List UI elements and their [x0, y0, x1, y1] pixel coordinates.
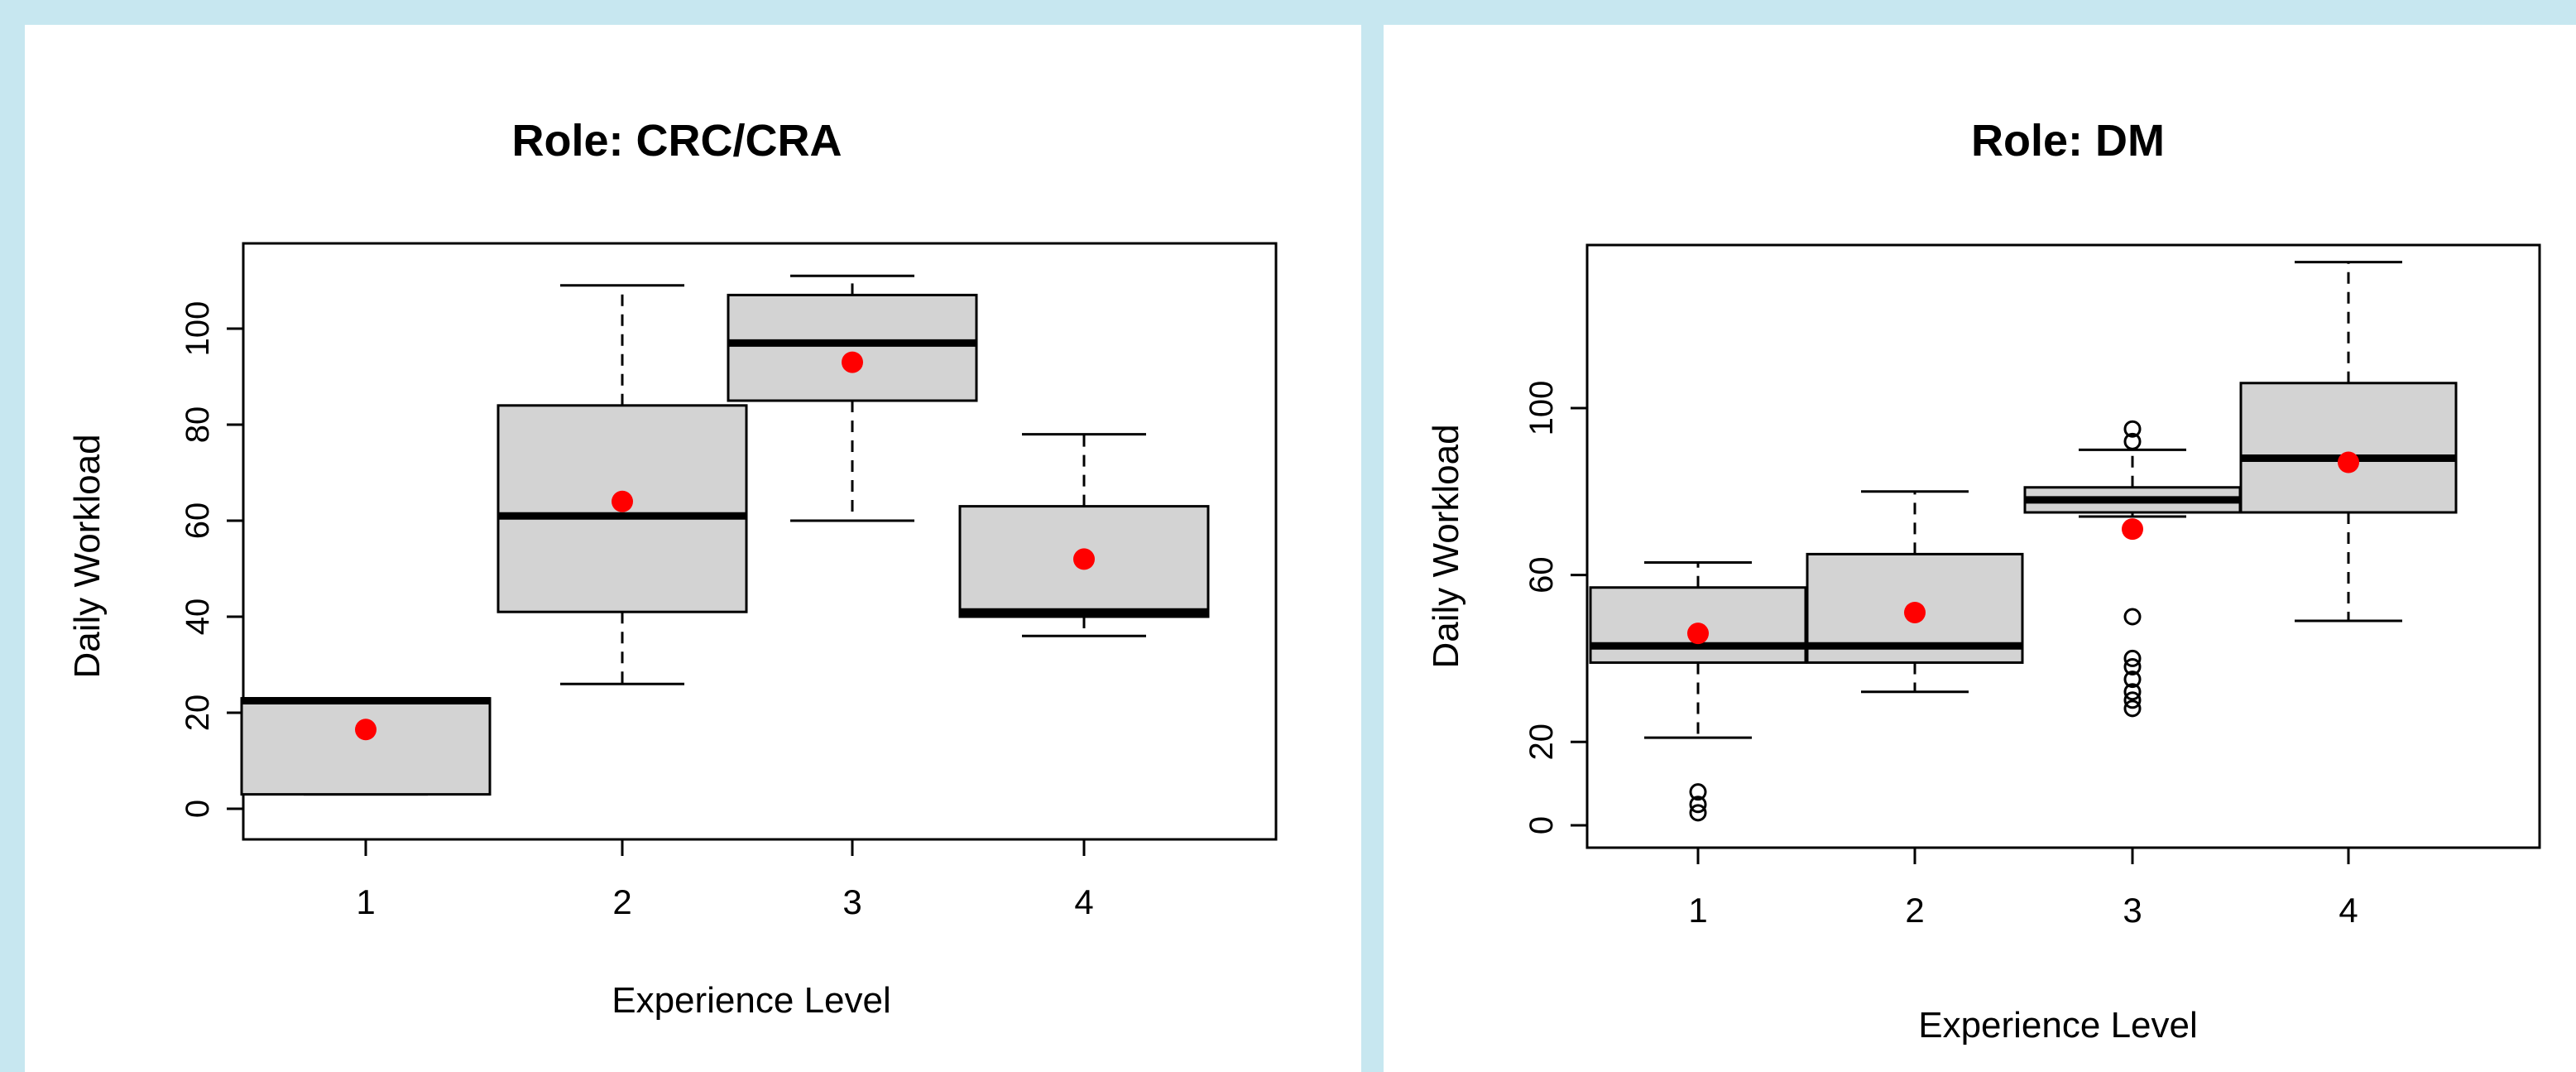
x-tick-label: 4: [2339, 891, 2358, 930]
y-tick-label: 60: [1523, 556, 1560, 594]
y-axis-label: Daily Workload: [67, 434, 108, 678]
y-tick-label: 0: [180, 800, 216, 818]
y-tick-label: 0: [1523, 816, 1560, 834]
outlier-point: [2123, 420, 2142, 438]
box: [727, 293, 978, 402]
y-axis-label: Daily Workload: [1426, 424, 1466, 668]
x-axis-label: Experience Level: [612, 980, 891, 1021]
y-tick-label: 60: [180, 502, 216, 540]
mean-point: [355, 719, 377, 741]
plot-frame: [1585, 243, 2541, 849]
outlier-point: [2123, 657, 2142, 675]
outlier-point: [2123, 691, 2142, 709]
mean-point: [612, 490, 633, 512]
outlier-point: [1689, 804, 1707, 822]
chart-panel-crc-cra: Role: CRC/CRA Daily Workload Experience …: [25, 25, 1361, 1072]
mean-point: [1687, 623, 1709, 645]
outlier-point: [2123, 432, 2142, 450]
y-tick-label: 100: [180, 301, 216, 357]
boxplot-crc-cra: Role: CRC/CRA Daily Workload Experience …: [67, 116, 1278, 1021]
box: [240, 697, 492, 796]
outlier-point: [2123, 608, 2142, 626]
chart-title: Role: DM: [1971, 116, 2165, 166]
mean-point: [1904, 601, 1926, 623]
plot-frame: [242, 242, 1278, 841]
y-tick-label: 80: [180, 406, 216, 444]
x-tick-label: 1: [1688, 891, 1707, 930]
y-tick-label: 20: [1523, 723, 1560, 761]
box: [2239, 382, 2458, 514]
outlier-point: [2123, 649, 2142, 667]
chart-panel-dm: Role: DM Daily Workload Experience Level…: [1384, 25, 2576, 1072]
y-tick-label: 100: [1523, 381, 1560, 436]
x-tick-label: 2: [1905, 891, 1924, 930]
mean-point: [2122, 518, 2143, 541]
boxplot-dm: Role: DM Daily Workload Experience Level…: [1426, 116, 2541, 1046]
mean-point: [1073, 548, 1095, 570]
mean-point: [2338, 451, 2359, 474]
x-tick-label: 1: [356, 882, 375, 921]
outlier-point: [2123, 683, 2142, 701]
y-tick-label: 20: [180, 695, 216, 732]
y-tick-label: 40: [180, 598, 216, 636]
chart-title: Role: CRC/CRA: [512, 116, 842, 166]
outlier-point: [2123, 699, 2142, 718]
x-tick-label: 4: [1074, 882, 1093, 921]
x-tick-label: 2: [612, 882, 631, 921]
outlier-point: [1689, 783, 1707, 801]
outlier-point: [1689, 796, 1707, 814]
mean-point: [842, 351, 863, 373]
x-tick-label: 3: [842, 882, 861, 921]
x-axis-label: Experience Level: [1918, 1005, 2198, 1046]
outlier-point: [2123, 671, 2142, 689]
x-tick-label: 3: [2123, 891, 2142, 930]
